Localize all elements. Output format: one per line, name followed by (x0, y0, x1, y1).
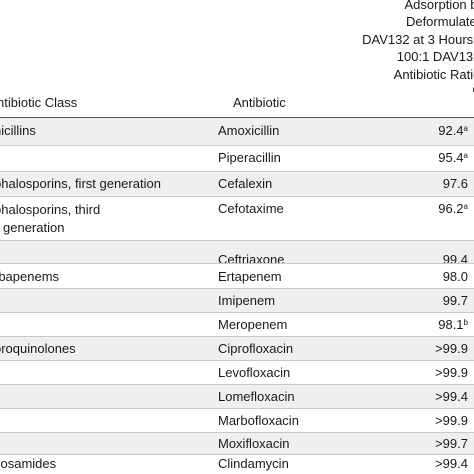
adsorption-value: 99.7 (442, 293, 468, 308)
table-row: Marbofloxacin >99.9 (0, 409, 474, 432)
table-row: phalosporins, first generation Cefalexin… (0, 172, 474, 196)
table-row: Ceftriaxone 99.4 (0, 241, 474, 267)
adsorption-value: 98.0 (442, 269, 468, 284)
table-row: Lomefloxacin >99.4 (0, 385, 474, 408)
header-adsorption-line: 100:1 DAV132: (396, 49, 474, 65)
header-antibiotic-class: ntibiotic Class (0, 95, 78, 110)
header-adsorption: Adsorption by Deformulated DAV132 at 3 H… (324, 0, 474, 100)
row-divider (0, 312, 474, 313)
antibiotic-name: Ertapenem (218, 269, 282, 284)
antibiotic-class-line: generation (3, 220, 65, 235)
row-divider (0, 336, 474, 337)
header-adsorption-line: Adsorption by (404, 0, 474, 12)
antibiotic-name: Clindamycin (218, 456, 289, 471)
adsorption-value: 96.2a (438, 201, 468, 216)
antibiotic-name: Cefalexin (218, 176, 273, 191)
row-divider (0, 288, 474, 289)
antibiotic-name: Levofloxacin (218, 365, 291, 380)
header-rule (0, 117, 474, 118)
row-divider (0, 384, 474, 385)
table-row: Piperacillin 95.4a (0, 146, 474, 171)
antibiotic-name: Imipenem (218, 293, 276, 308)
antibiotic-class: oroquinolones (0, 341, 76, 356)
antibiotic-class-line: phalosporins, third (0, 202, 101, 217)
adsorption-value: >99.9 (435, 413, 468, 428)
row-divider (0, 240, 474, 241)
adsorption-value: >99.7 (435, 436, 468, 451)
row-divider (0, 171, 474, 172)
adsorption-value: >99.9 (435, 341, 468, 356)
row-divider (0, 360, 474, 361)
adsorption-value: >99.9 (435, 365, 468, 380)
table-row: oroquinolones Ciprofloxacin >99.9 (0, 337, 474, 360)
row-divider (0, 145, 474, 146)
table-row: Levofloxacin >99.9 (0, 361, 474, 384)
header-adsorption-line: Antibiotic Ratio, (393, 66, 474, 82)
antibiotic-name: Meropenem (218, 317, 288, 332)
row-divider (0, 196, 474, 197)
antibiotic-name: Lomefloxacin (218, 389, 295, 404)
header-adsorption-line: Deformulated (405, 14, 474, 30)
antibiotic-name: Marbofloxacin (218, 413, 299, 428)
header-adsorption-line: % (324, 83, 474, 100)
antibiotic-class: cosamides (0, 456, 57, 471)
table-row: Moxifloxacin >99.7 (0, 433, 474, 454)
antibiotic-class: nicillins (0, 123, 36, 138)
antibiotic-name: Amoxicillin (218, 123, 280, 138)
adsorption-value: 98.1b (438, 317, 468, 332)
header-antibiotic: Antibiotic (233, 95, 286, 110)
antibiotic-name: Cefotaxime (218, 201, 284, 216)
antibiotic-name: Ciprofloxacin (218, 341, 294, 356)
adsorption-value: >99.4 (435, 389, 468, 404)
row-divider (0, 432, 474, 433)
antibiotic-name: Moxifloxacin (218, 436, 290, 451)
header-adsorption-line: DAV132 at 3 Hours a (362, 31, 474, 47)
antibiotic-class: phalosporins, first generation (0, 176, 161, 191)
table-row: Meropenem 98.1b (0, 313, 474, 336)
antibiotic-class: phalosporins, third generation (0, 201, 204, 237)
table-row: Imipenem 99.7 (0, 289, 474, 312)
row-divider (0, 454, 474, 455)
adsorption-value: 92.4a (438, 123, 468, 138)
antibiotic-class: rbapenems (0, 269, 60, 284)
adsorption-value: >99.4 (435, 456, 468, 471)
table-row: cosamides Clindamycin >99.4 (0, 455, 474, 474)
table-row: phalosporins, third generation Cefotaxim… (0, 197, 474, 240)
antibiotic-name: Piperacillin (218, 150, 281, 165)
adsorption-value: 97.6 (442, 176, 468, 191)
row-divider (0, 263, 474, 264)
table-row: nicillins Amoxicillin 92.4a (0, 118, 474, 145)
adsorption-value: 95.4a (438, 150, 468, 165)
table-header: Adsorption by Deformulated DAV132 at 3 H… (0, 0, 474, 116)
row-divider (0, 408, 474, 409)
table-row: rbapenems Ertapenem 98.0 (0, 264, 474, 288)
